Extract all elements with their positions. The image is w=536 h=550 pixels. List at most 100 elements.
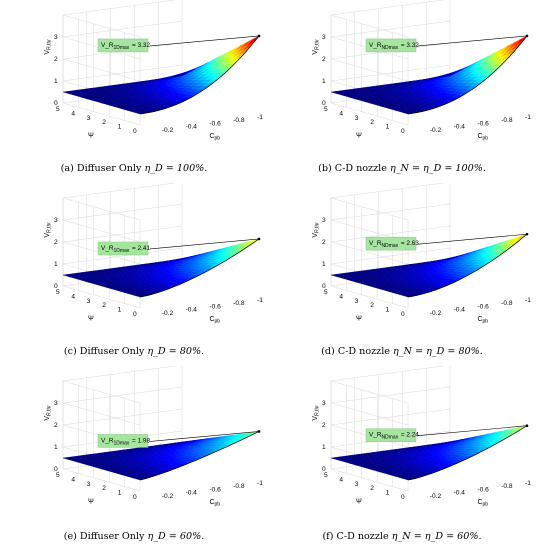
z-axis-label: Cpb (209, 133, 220, 142)
y-tick-label: 2 (54, 239, 58, 246)
z-tick-label: -0.2 (162, 310, 174, 317)
x-tick-label: 5 (56, 472, 60, 479)
z-axis-label: Cpb (209, 316, 220, 325)
x-tick-label: 4 (71, 293, 75, 300)
x-tick-label: 5 (324, 106, 328, 113)
x-axis-label: Ψ (88, 133, 94, 140)
x-tick-label: 0 (401, 128, 405, 135)
callout-leader (417, 233, 528, 245)
x-tick-label: 1 (118, 307, 122, 314)
z-axis-label: Cpb (477, 499, 488, 508)
z-tick-label: -0.8 (233, 483, 245, 490)
y-tick-label: 0 (322, 283, 326, 290)
x-tick-label: 2 (370, 119, 374, 126)
x-tick-label: 2 (102, 302, 106, 309)
panel-d: 0 1 2 3 4 5 -0.2 -0.4 -0.6 -0.8 -1 0 1 2 3 Ψ Cpb VR,thr V_… (268, 183, 536, 366)
callout-leader (417, 425, 528, 437)
x-axis-label: Ψ (356, 499, 362, 506)
callout-leader (149, 431, 260, 442)
y-tick-label: 2 (322, 56, 326, 63)
y-tick-label: 0 (54, 100, 58, 107)
z-tick-label: -0.2 (162, 127, 174, 134)
x-tick-label: 5 (324, 289, 328, 296)
caption-a: (a) Diffuser Only η_D = 100%. (60, 163, 208, 174)
z-tick-label: -0.8 (233, 117, 245, 124)
peak-callout-text: V_RNDmax = 2.24 (369, 432, 419, 441)
y-tick-label: 3 (54, 400, 58, 407)
x-tick-label: 3 (87, 115, 91, 122)
peak-callout-text: V_R1Dmax = 2.41 (101, 245, 150, 254)
caption-e: (e) Diffuser Only η_D = 60%. (63, 531, 205, 542)
x-tick-label: 5 (56, 106, 60, 113)
z-tick-label: -0.8 (501, 117, 513, 124)
peak-callout-text: V_R1Dmax = 3.32 (101, 42, 150, 51)
y-tick-label: 3 (54, 217, 58, 224)
panel-e: 0 1 2 3 4 5 -0.2 -0.4 -0.6 -0.8 -1 0 1 2 3 Ψ Cpb VR,thr V_… (0, 366, 268, 549)
surface-d (330, 233, 528, 298)
ridge-b (407, 35, 528, 115)
x-tick-label: 3 (355, 481, 359, 488)
y-tick-label: 0 (54, 466, 58, 473)
x-tick-label: 1 (118, 490, 122, 497)
surface-f (330, 425, 528, 481)
z-tick-label: -1 (257, 297, 263, 304)
x-tick-label: 2 (102, 119, 106, 126)
surface-plot-c: 0 1 2 3 4 5 -0.2 -0.4 -0.6 -0.8 -1 0 1 2 3 Ψ Cpb VR,thr V_… (44, 183, 263, 325)
surface-plot-e: 0 1 2 3 4 5 -0.2 -0.4 -0.6 -0.8 -1 0 1 2 3 Ψ Cpb VR,thr V_… (44, 366, 263, 508)
z-tick-label: -0.4 (454, 124, 466, 131)
ticks-b: 0 1 2 3 4 5 -0.2 -0.4 -0.6 -0.8 -1 0 1 2 3 (322, 34, 531, 135)
x-tick-label: 1 (386, 307, 390, 314)
surface-plot-f: 0 1 2 3 4 5 -0.2 -0.4 -0.6 -0.8 -1 0 1 2 3 Ψ Cpb VR,thr V_… (312, 366, 531, 508)
x-tick-label: 4 (339, 476, 343, 483)
z-tick-label: -0.8 (233, 300, 245, 307)
y-tick-label: 1 (54, 444, 58, 451)
peak-callout-text: V_RNDmax = 3.32 (369, 42, 419, 51)
y-tick-label: 1 (322, 78, 326, 85)
caption-d: (d) C-D nozzle η_N = η_D = 80%. (321, 346, 483, 357)
x-tick-label: 2 (370, 485, 374, 492)
x-tick-label: 2 (102, 485, 106, 492)
x-tick-label: 3 (355, 115, 359, 122)
z-tick-label: -0.6 (477, 120, 489, 127)
peak-callout-text: V_R1Dmax = 1.98 (101, 437, 150, 446)
y-tick-label: 2 (54, 56, 58, 63)
peak-marker (525, 424, 529, 428)
z-tick-label: -0.4 (186, 307, 198, 314)
y-tick-label: 3 (54, 34, 58, 41)
peak-marker (257, 237, 261, 241)
ridge-d (407, 233, 528, 298)
x-tick-label: 3 (355, 298, 359, 305)
surface-a (62, 35, 260, 115)
y-tick-label: 3 (322, 400, 326, 407)
x-axis-label: Ψ (356, 316, 362, 323)
z-axis-label: Cpb (477, 316, 488, 325)
x-axis-label: Ψ (88, 316, 94, 323)
x-tick-label: 5 (324, 472, 328, 479)
y-tick-label: 3 (322, 34, 326, 41)
z-tick-label: -0.4 (186, 124, 198, 131)
ridge-c (139, 238, 260, 298)
z-tick-label: -0.4 (186, 490, 198, 497)
z-tick-label: -0.4 (454, 490, 466, 497)
ticks-f: 0 1 2 3 4 5 -0.2 -0.4 -0.6 -0.8 -1 0 1 2 3 (322, 400, 531, 501)
z-tick-label: -1 (525, 297, 531, 304)
y-axis-label: VR,thr (44, 222, 53, 238)
callout-leader (149, 238, 260, 250)
z-tick-label: -1 (525, 114, 531, 121)
y-axis-label: VR,thr (312, 405, 321, 421)
y-tick-label: 1 (54, 78, 58, 85)
z-tick-label: -0.8 (501, 483, 513, 490)
panel-a: 0 1 2 3 4 5 -0.2 -0.4 -0.6 -0.8 -1 0 1 2 3 Ψ Cpb VR,thr V_… (0, 0, 268, 183)
y-axis-label: VR,thr (44, 39, 53, 55)
x-tick-label: 1 (118, 124, 122, 131)
z-tick-label: -0.2 (430, 127, 442, 134)
z-tick-label: -0.6 (477, 486, 489, 493)
x-tick-label: 4 (71, 476, 75, 483)
peak-callout (97, 38, 149, 53)
x-tick-label: 0 (133, 311, 137, 318)
y-tick-label: 2 (322, 422, 326, 429)
z-tick-label: -1 (257, 114, 263, 121)
ridge-e (139, 431, 260, 481)
z-axis-label: Cpb (477, 133, 488, 142)
peak-marker (525, 34, 529, 38)
